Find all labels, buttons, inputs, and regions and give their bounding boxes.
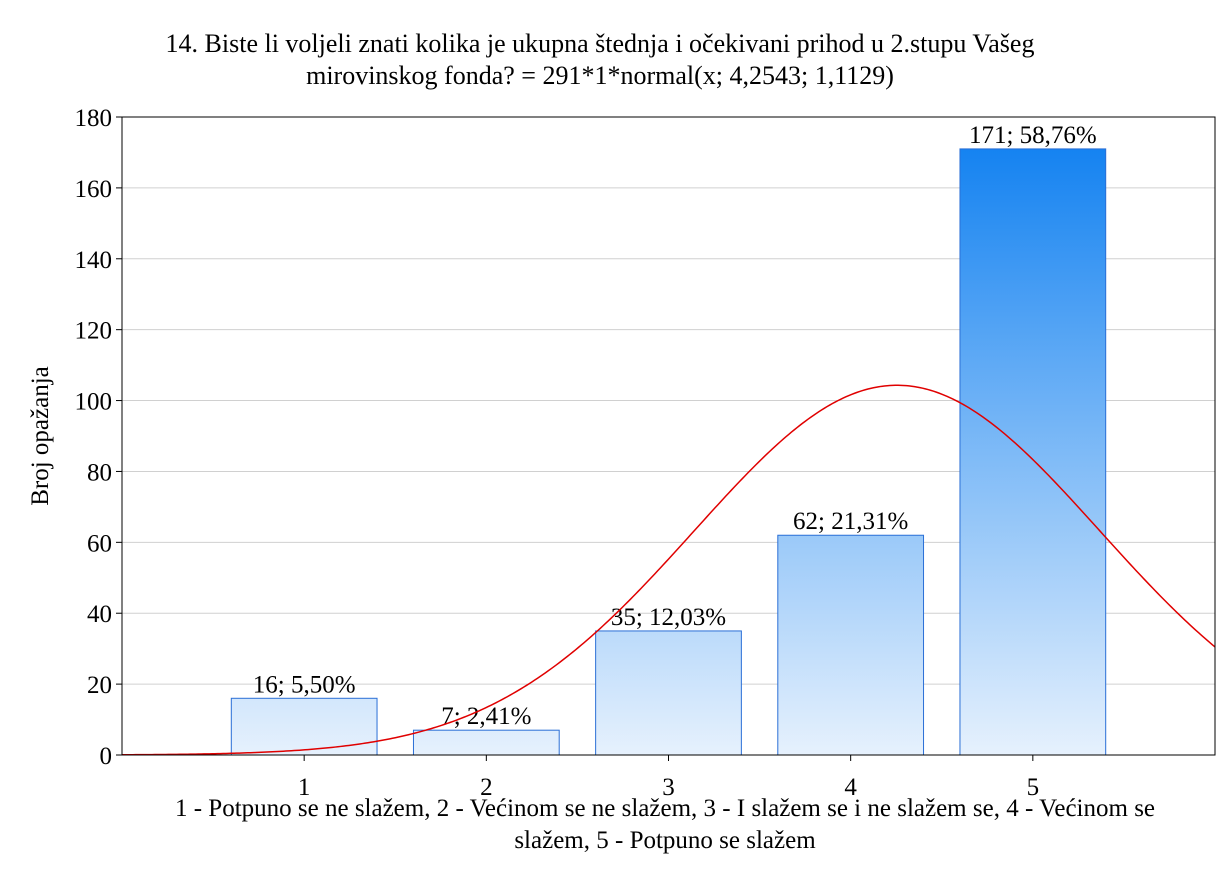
y-tick-label: 120 [75,318,113,345]
y-tick-label: 40 [87,601,112,628]
y-tick-label: 140 [75,247,113,274]
x-tick-label: 1 [298,774,311,801]
y-tick-label: 160 [75,176,113,203]
value-label: 171; 58,76% [969,122,1097,149]
value-label: 16; 5,50% [253,671,356,698]
bar [959,148,1107,756]
y-axis-label: Broj opažanja [27,366,54,506]
bar [412,729,560,756]
chart-title: 14. Biste li voljeli znati kolika je uku… [165,29,1035,90]
y-tick-label: 0 [100,743,113,770]
bar [595,630,742,756]
x-axis-label: 1 - Potpuno se ne slažem, 2 - Većinom se… [174,795,1156,854]
fit-curve [122,384,1215,755]
x-tick-label: 4 [844,774,857,801]
x-tick-label: 3 [662,774,675,801]
y-tick-label: 80 [87,459,112,486]
bar [230,697,378,756]
y-tick-label: 20 [87,672,112,699]
plot-frame [121,116,1216,756]
x-tick-label: 5 [1027,774,1040,801]
bar [777,534,925,756]
value-label: 62; 21,31% [793,508,908,535]
y-tick-label: 60 [87,530,112,557]
y-tick-label: 100 [75,389,113,416]
value-label: 35; 12,03% [611,604,726,631]
x-tick-label: 2 [480,774,493,801]
y-tick-label: 180 [75,105,113,132]
